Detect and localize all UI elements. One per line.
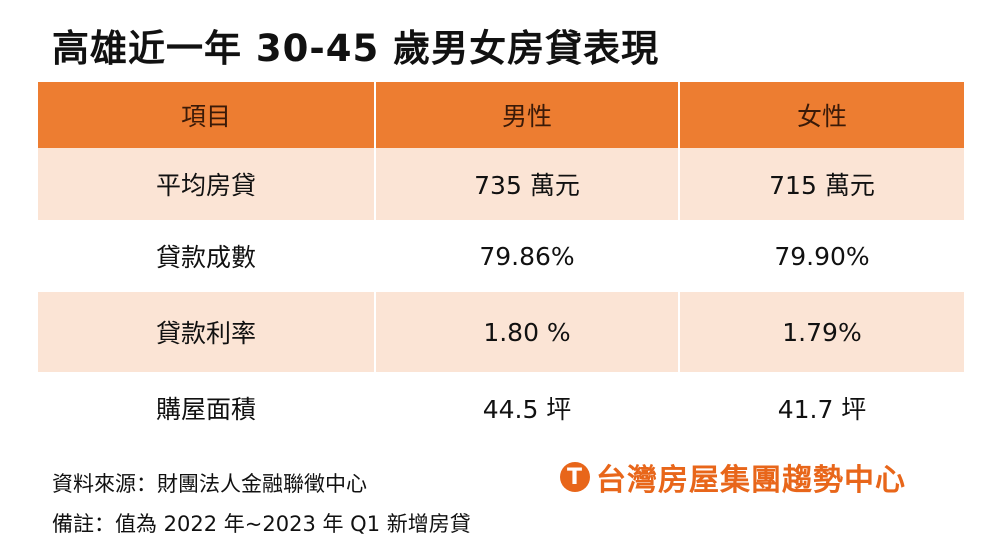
table-row: 貸款利率 1.80 % 1.79% xyxy=(38,292,966,372)
logo-text: 台灣房屋集團趨勢中心 xyxy=(596,463,906,498)
female-value: 79.90% xyxy=(679,220,966,292)
male-value: 735 萬元 xyxy=(375,148,680,220)
page-title: 高雄近一年 30-45 歲男女房貸表現 xyxy=(52,27,660,70)
male-value: 79.86% xyxy=(375,220,680,292)
remark-note: 備註：值為 2022 年~2023 年 Q1 新增房貸 xyxy=(52,512,471,536)
male-value: 1.80 % xyxy=(375,292,680,372)
table-header-row: 項目 男性 女性 xyxy=(38,82,966,148)
source-note: 資料來源：財團法人金融聯徵中心 xyxy=(52,472,367,496)
data-table: 項目 男性 女性 平均房貸 735 萬元 715 萬元 貸款成數 79.86% … xyxy=(38,82,966,444)
female-value: 1.79% xyxy=(679,292,966,372)
header-cell: 項目 xyxy=(38,82,376,148)
header-cell: 女性 xyxy=(679,82,966,148)
female-value: 41.7 坪 xyxy=(679,372,966,444)
brand-logo: T 台灣房屋集團趨勢中心 xyxy=(560,455,906,499)
table-row: 貸款成數 79.86% 79.90% xyxy=(38,220,966,292)
row-label: 平均房貸 xyxy=(38,148,376,220)
logo-icon: T xyxy=(560,462,590,492)
row-label: 貸款利率 xyxy=(38,292,376,372)
table-row: 平均房貸 735 萬元 715 萬元 xyxy=(38,148,966,220)
header-cell: 男性 xyxy=(375,82,680,148)
male-value: 44.5 坪 xyxy=(375,372,680,444)
row-label: 貸款成數 xyxy=(38,220,376,292)
row-label: 購屋面積 xyxy=(38,372,376,444)
female-value: 715 萬元 xyxy=(679,148,966,220)
table-row: 購屋面積 44.5 坪 41.7 坪 xyxy=(38,372,966,444)
